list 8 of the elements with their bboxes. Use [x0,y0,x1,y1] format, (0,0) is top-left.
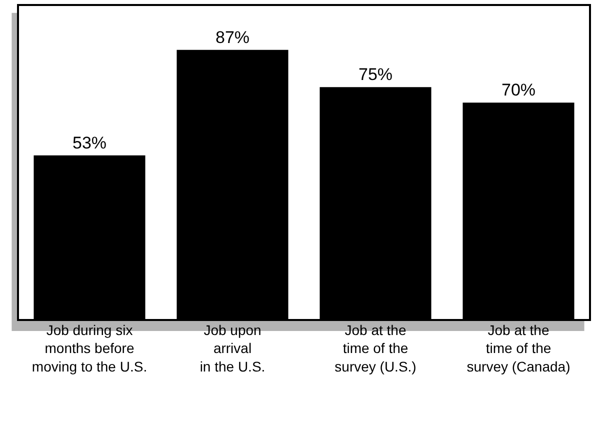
data-label: 70% [501,80,536,100]
data-label: 75% [358,65,393,84]
x-tick-label: Job at the time of the survey (U.S.) [334,322,416,374]
x-tick-label: Job upon arrival in the U.S. [200,322,266,374]
data-label: 53% [72,133,107,152]
x-tick-label: Job at the time of the survey (Canada) [466,322,570,374]
data-label: 87% [215,28,250,47]
x-tick-label: Job during six months before moving to the U.S. [32,322,148,374]
